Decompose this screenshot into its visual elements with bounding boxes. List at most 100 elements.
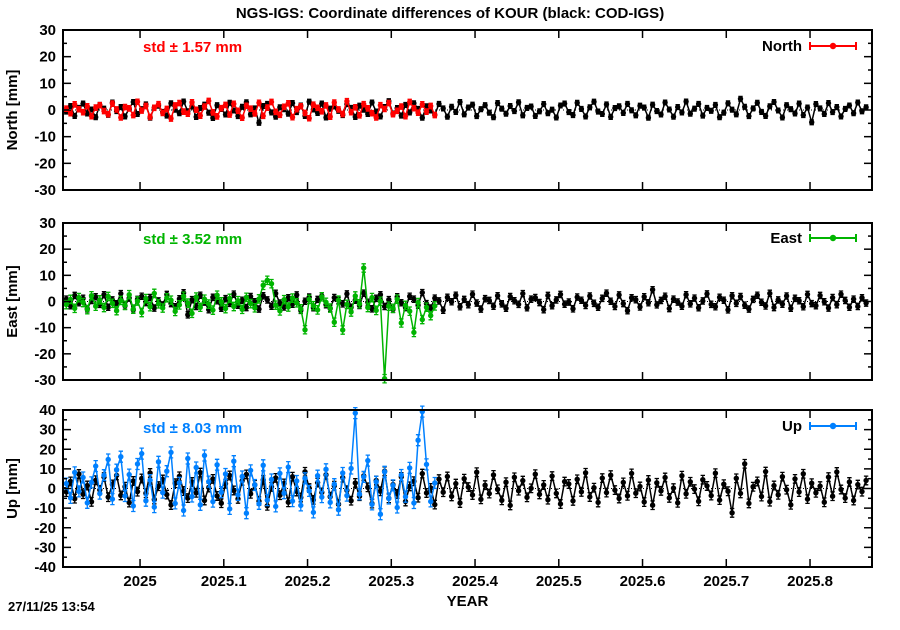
data-point [834,301,840,308]
data-point [97,490,103,497]
data-point [277,492,283,498]
data-point [574,100,580,106]
data-point [314,296,321,303]
data-point [402,102,409,108]
data-point [361,265,367,271]
data-point [227,506,233,512]
data-point [829,294,836,301]
x-tick-label: 2025.4 [452,573,499,590]
data-point [641,294,647,300]
data-point [528,485,534,491]
data-point [729,293,735,299]
data-point [319,494,325,500]
data-point [139,293,145,299]
data-point [214,493,220,499]
data-point [788,106,794,112]
data-point [507,293,513,300]
data-point [67,303,74,309]
data-point [754,292,760,298]
data-point [227,100,233,106]
data-point [252,482,258,488]
data-point [499,106,505,112]
data-point [541,306,547,313]
data-point [608,472,614,478]
data-point [616,292,622,298]
data-point [855,303,861,310]
data-point [515,99,522,106]
data-point [134,111,141,117]
data-point [398,103,404,110]
data-point [130,112,136,118]
data-point [356,491,363,497]
data-point [76,294,82,301]
data-point [750,484,756,490]
data-point [377,292,384,298]
data-point [197,105,203,111]
data-point [206,478,212,485]
data-point [490,114,497,120]
data-point [465,301,471,308]
data-point [478,496,484,502]
data-point [340,327,346,333]
data-point [218,489,224,495]
data-point [72,292,78,299]
data-point [804,291,811,298]
data-point [314,307,321,313]
data-point [386,297,392,303]
data-point [323,102,329,109]
data-point [369,501,375,508]
data-point [721,297,727,303]
series-ngs-igs [63,97,438,122]
data-point [109,496,116,502]
data-point [72,101,78,108]
y-axis-title: East [mm] [4,265,21,338]
data-point [176,302,183,308]
data-point [620,300,626,307]
legend-label: Up [782,418,802,435]
x-tick-label: 2025.2 [285,573,331,590]
data-point [813,101,819,107]
data-point [185,455,191,462]
data-point [243,304,250,311]
data-point [850,110,857,116]
data-point [494,486,501,492]
data-point [273,475,279,481]
data-point [859,295,865,301]
x-tick-label: 2025.6 [620,573,666,590]
data-point [775,107,781,114]
data-point [235,298,241,304]
data-point [633,112,639,119]
data-point [679,109,685,116]
data-point [377,113,384,120]
data-point [369,99,375,106]
data-point [829,109,836,115]
data-point [679,473,685,479]
data-point [289,498,296,504]
data-point [783,102,790,108]
data-point [800,112,806,118]
data-point [863,477,869,484]
data-point [658,297,664,304]
data-point [729,107,735,113]
data-point [298,502,304,509]
data-point [792,295,798,302]
data-point [716,497,723,503]
data-point [432,112,438,118]
data-point [499,301,505,307]
data-point [130,99,136,105]
data-point [164,468,170,474]
data-point [264,297,270,303]
data-point [76,488,82,495]
data-point [440,307,446,313]
data-point [256,501,262,507]
data-point [273,114,279,120]
data-point [206,110,212,116]
data-point [662,293,668,299]
data-point [603,290,610,296]
y-tick-label: 10 [39,461,56,478]
data-point [687,301,693,307]
data-point [838,486,844,493]
data-point [193,294,199,300]
data-point [796,298,802,304]
